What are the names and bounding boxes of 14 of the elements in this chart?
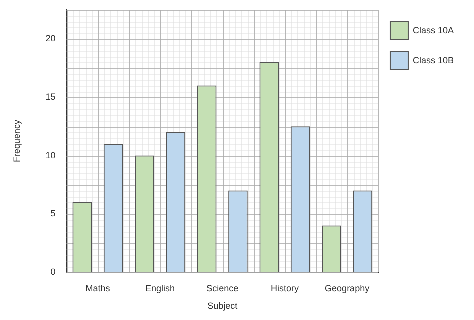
x-axis-title: Subject <box>208 301 238 312</box>
y-axis-title: Frequency <box>12 119 22 162</box>
y-tick-label: 10 <box>46 150 56 160</box>
y-tick-label: 5 <box>50 208 56 219</box>
y-tick-label: 20 <box>46 34 56 44</box>
x-tick-label: Maths <box>86 283 111 294</box>
x-tick-label: Science <box>206 283 239 294</box>
x-tick-label: History <box>270 283 300 294</box>
y-tick-label: 15 <box>46 92 56 102</box>
legend-label: Class 10A <box>412 25 454 36</box>
x-tick-label: English <box>146 283 176 294</box>
y-tick-label: 0 <box>50 266 56 277</box>
x-tick-label: Geography <box>325 283 370 294</box>
legend-label: Class 10B <box>412 55 454 66</box>
